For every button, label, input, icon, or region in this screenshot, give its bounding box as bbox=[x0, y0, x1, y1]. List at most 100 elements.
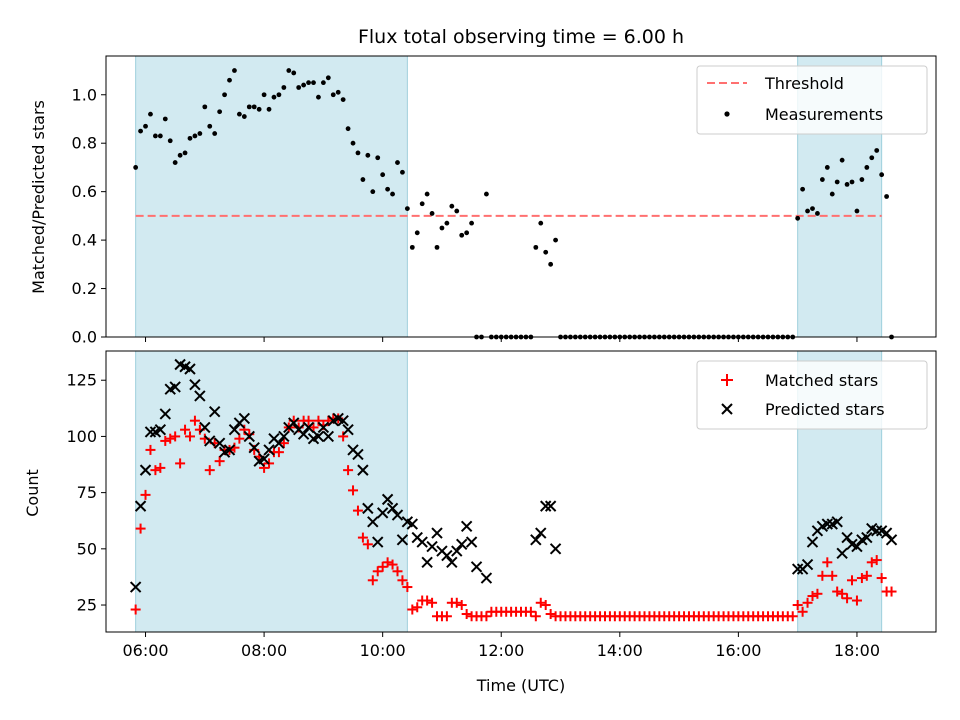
matched-star-point bbox=[387, 559, 398, 570]
measurement-point bbox=[256, 106, 262, 112]
predicted-star-point bbox=[431, 527, 443, 539]
measurement-point bbox=[414, 230, 420, 236]
predicted-star-point bbox=[367, 516, 379, 528]
bottom-y-axis-ticks: 25 50 75 100 125 bbox=[66, 371, 106, 615]
legend-matched-swatch bbox=[721, 374, 733, 386]
top-x-axis-ticks bbox=[145, 337, 858, 342]
measurement-point bbox=[553, 237, 558, 243]
measurement-point bbox=[286, 68, 292, 73]
measurement-point bbox=[854, 208, 860, 214]
matched-star-point bbox=[392, 566, 403, 577]
bottom-legend: Matched stars Predicted stars bbox=[696, 360, 928, 430]
measurement-point bbox=[345, 126, 351, 132]
predicted-star-point bbox=[204, 435, 216, 447]
measurement-point bbox=[182, 150, 188, 156]
top-y-axis-ticks: 0.0 0.2 0.4 0.6 0.8 1.0 bbox=[72, 85, 106, 347]
matched-star-point bbox=[817, 570, 828, 581]
ratio-panel: Flux total observing time = 6.00 h 0.00.… bbox=[29, 26, 937, 347]
matched-star-point bbox=[851, 595, 862, 606]
y-tick-label: 0.4 bbox=[72, 231, 97, 250]
predicted-star-point bbox=[451, 545, 463, 557]
predicted-star-point bbox=[841, 531, 853, 544]
measurement-point bbox=[301, 82, 307, 88]
measurement-point bbox=[177, 152, 183, 158]
measurement-point bbox=[281, 85, 287, 90]
matched-star-point bbox=[362, 539, 373, 550]
matched-star-point bbox=[135, 523, 146, 534]
measurement-point bbox=[133, 165, 139, 170]
matched-star-point bbox=[382, 557, 393, 568]
measurement-point bbox=[859, 177, 865, 182]
matched-star-point bbox=[189, 415, 200, 426]
legend-predicted-swatch bbox=[721, 403, 733, 415]
count-panel: 25 50 75 100 125 06:00 08:00 10:00 12:00 14:00 16… bbox=[23, 350, 937, 695]
measurement-point bbox=[222, 92, 227, 98]
measurement-point bbox=[824, 165, 830, 170]
matched-star-point bbox=[827, 570, 838, 581]
matched-star-point bbox=[204, 465, 215, 476]
measurement-point bbox=[548, 261, 554, 267]
y-tick-label: 0.8 bbox=[72, 134, 97, 153]
matched-star-point bbox=[797, 606, 808, 617]
matched-star-point bbox=[323, 415, 334, 426]
measurement-point bbox=[276, 92, 282, 98]
predicted-star-point bbox=[381, 493, 394, 506]
predicted-star-point bbox=[213, 437, 226, 449]
measurement-point bbox=[162, 116, 168, 122]
measurement-point bbox=[459, 232, 465, 238]
matched-star-point bbox=[313, 415, 324, 426]
matched-star-point bbox=[427, 597, 438, 608]
predicted-star-point bbox=[258, 453, 270, 465]
measurement-point bbox=[355, 150, 361, 156]
predicted-star-point bbox=[297, 428, 310, 440]
x-tick-label: 06:00 bbox=[122, 641, 168, 660]
matched-star-point bbox=[812, 588, 823, 599]
predicted-star-point bbox=[278, 430, 290, 443]
matched-star-point bbox=[837, 588, 848, 599]
x-tick-label: 16:00 bbox=[715, 641, 761, 660]
predicted-star-point bbox=[376, 507, 389, 519]
measurement-point bbox=[241, 114, 247, 119]
top-legend-box bbox=[696, 65, 928, 135]
predicted-star-point bbox=[396, 534, 409, 546]
measurement-point bbox=[874, 148, 880, 153]
matched-star-point bbox=[165, 433, 176, 444]
matched-star-point bbox=[530, 611, 541, 622]
x-tick-label: 18:00 bbox=[834, 641, 880, 660]
matched-star-point bbox=[545, 609, 556, 620]
predicted-star-point bbox=[416, 536, 428, 548]
y-tick-label: 50 bbox=[77, 539, 97, 558]
predicted-star-point bbox=[317, 421, 330, 434]
matched-star-point bbox=[861, 570, 872, 581]
predicted-star-point bbox=[194, 390, 206, 402]
predicted-star-point bbox=[806, 536, 819, 548]
measurement-point bbox=[839, 157, 845, 163]
measurement-point bbox=[192, 133, 198, 139]
matched-star-point bbox=[822, 557, 833, 568]
predicted-star-point bbox=[129, 581, 142, 593]
matched-star-point bbox=[481, 611, 492, 622]
predicted-star-point bbox=[391, 509, 404, 521]
predicted-star-point bbox=[386, 502, 399, 515]
matched-star-point bbox=[535, 597, 546, 608]
bottom-y-axis-label: Count bbox=[23, 469, 42, 517]
measurement-point bbox=[153, 133, 158, 139]
measurement-point bbox=[849, 179, 855, 185]
matched-star-point bbox=[540, 600, 551, 611]
predicted-star-point bbox=[372, 536, 384, 548]
matched-star-point bbox=[155, 462, 166, 473]
measurement-point bbox=[271, 94, 277, 100]
predicted-star-point bbox=[144, 426, 157, 438]
matched-star-point bbox=[175, 458, 186, 469]
measurement-point bbox=[296, 85, 302, 90]
measurement-point bbox=[320, 80, 326, 86]
predicted-star-point bbox=[248, 441, 260, 454]
measurement-point bbox=[335, 89, 341, 95]
measurement-point bbox=[429, 211, 435, 216]
predicted-star-point bbox=[139, 464, 152, 476]
top-axes-frame bbox=[105, 55, 937, 338]
predicted-star-point bbox=[861, 531, 873, 544]
measurement-point bbox=[810, 206, 815, 212]
predicted-star-point bbox=[441, 549, 453, 562]
matched-star-point bbox=[308, 422, 319, 433]
